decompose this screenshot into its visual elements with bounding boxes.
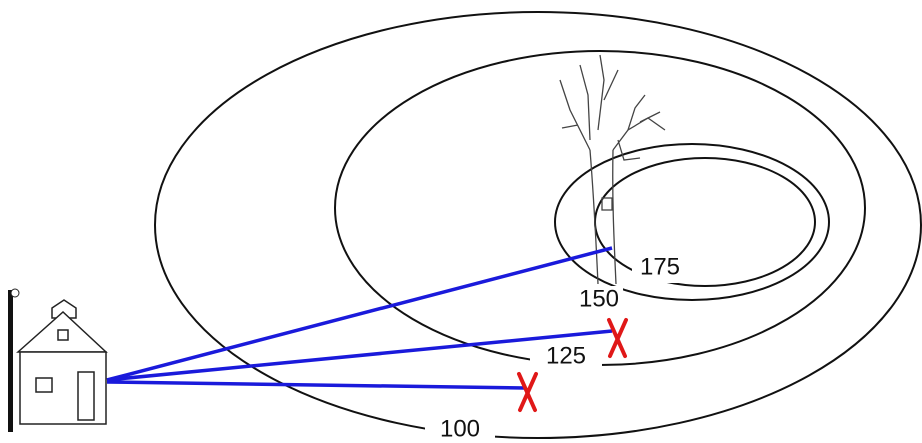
tree (559, 54, 666, 285)
label-gap (530, 343, 602, 371)
label-gap (575, 286, 623, 314)
contour-line (594, 157, 816, 287)
contour-line (554, 143, 830, 301)
contour-label: 150 (579, 285, 619, 312)
contour-label: 125 (546, 342, 586, 369)
contour-label: 100 (440, 415, 480, 442)
contour-label: 175 (640, 253, 680, 280)
contour-line (154, 11, 922, 439)
x-mark (607, 318, 628, 358)
label-gap (632, 255, 690, 283)
sight-line (106, 329, 613, 382)
schoolhouse (8, 288, 108, 432)
sight-line (106, 380, 526, 390)
x-mark (517, 372, 538, 412)
contour-line (334, 50, 866, 366)
sight-line (106, 246, 613, 382)
label-gap (425, 417, 495, 443)
